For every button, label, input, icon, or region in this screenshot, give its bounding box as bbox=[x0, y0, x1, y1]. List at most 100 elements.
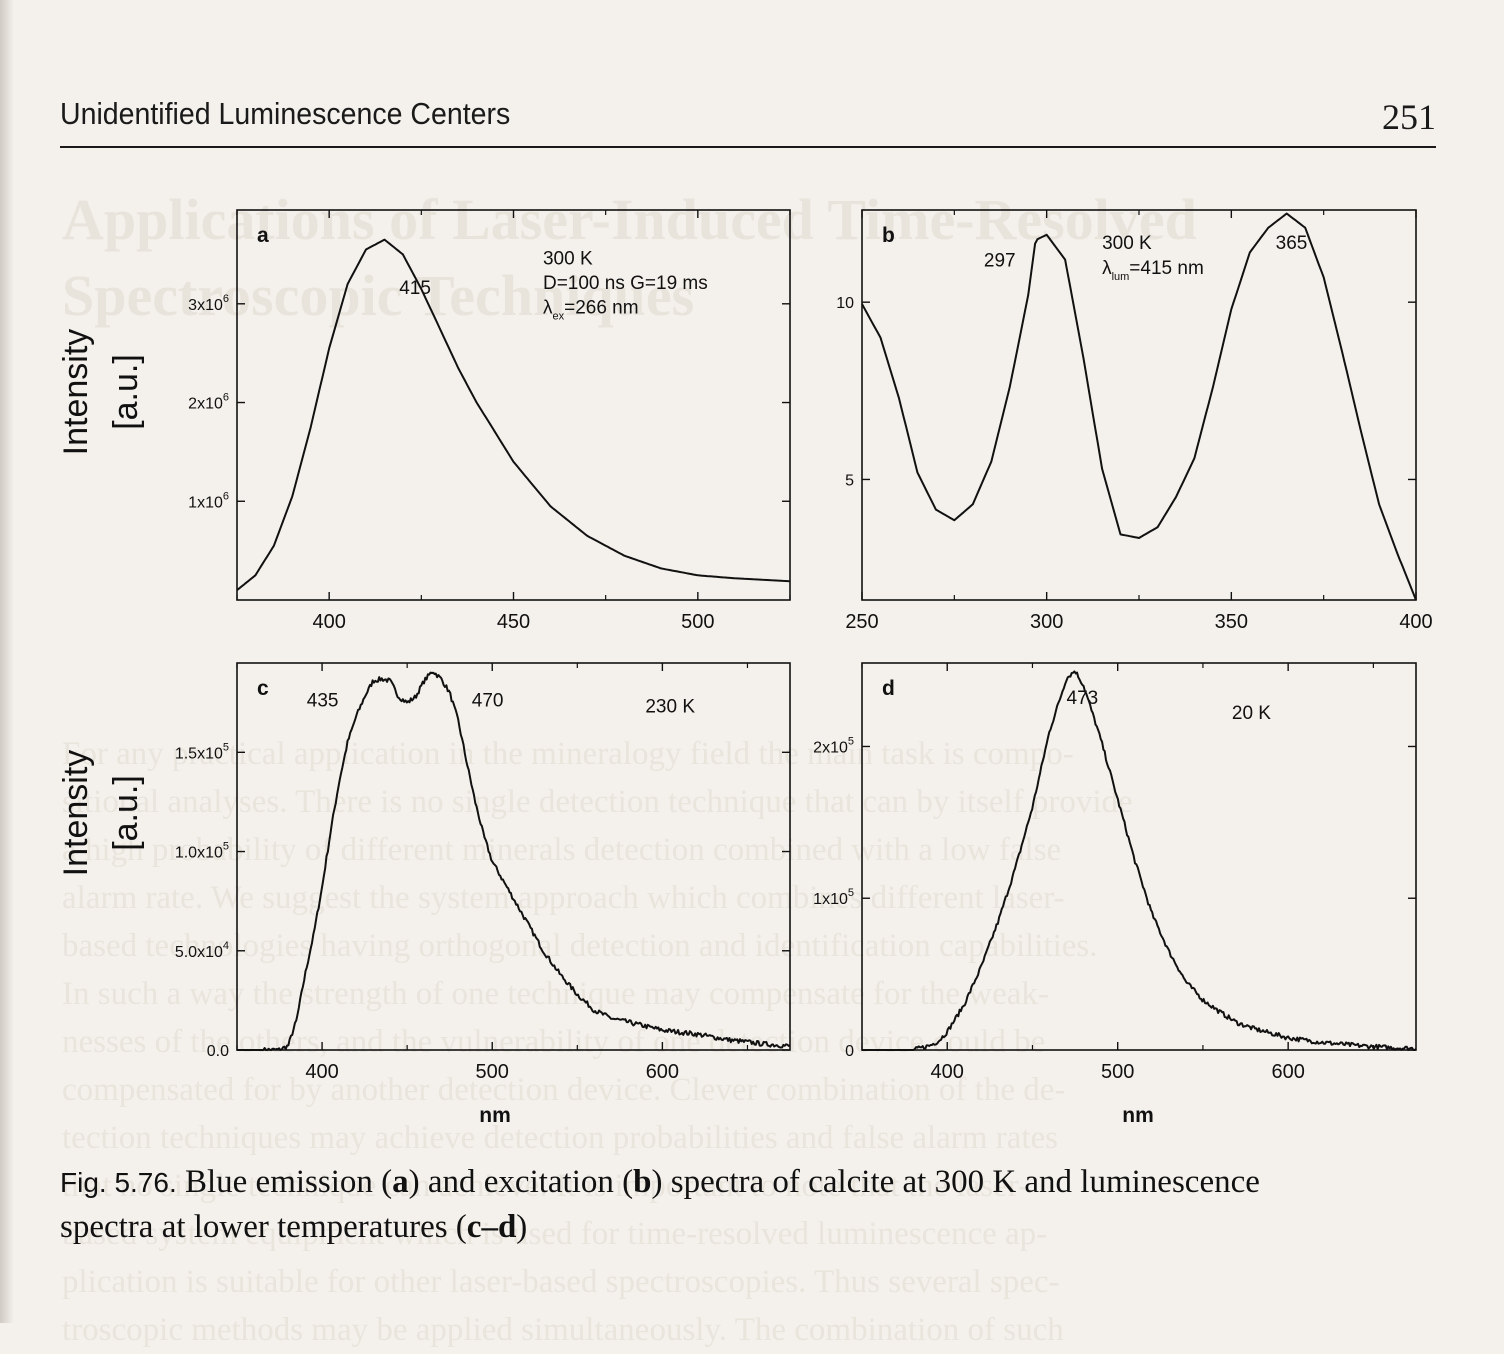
lambda-value: =415 nm bbox=[1129, 258, 1203, 279]
y-tick-label-base: 1x10 bbox=[813, 891, 848, 908]
y-tick-label-exponent: 4 bbox=[223, 940, 229, 952]
running-head-rule bbox=[60, 146, 1436, 148]
lambda-symbol: λ bbox=[543, 298, 553, 319]
y-tick-label-exponent: 5 bbox=[848, 735, 854, 747]
caption-text: ) bbox=[516, 1209, 528, 1245]
y-tick-label: 2x105 bbox=[813, 735, 854, 756]
annotation: 435 bbox=[307, 691, 339, 712]
annotation: 300 K bbox=[543, 248, 593, 269]
y-tick-label: 0.0 bbox=[207, 1043, 229, 1060]
x-tick-label: 500 bbox=[1101, 1061, 1134, 1083]
y-tick-label: 10 bbox=[836, 295, 854, 312]
excitation-wavelength-label: λex=266 nm bbox=[543, 298, 639, 323]
lambda-symbol: λ bbox=[1102, 258, 1112, 279]
row2-ylabel-line2: [a.u.] bbox=[107, 775, 145, 851]
x-tick-label: 600 bbox=[646, 1061, 679, 1083]
y-tick-label: 5.0x104 bbox=[175, 940, 229, 961]
figure-5-76: Intensity [a.u.] Intensity [a.u.] nm nm … bbox=[57, 209, 1433, 1127]
x-tick-label: 400 bbox=[312, 611, 345, 633]
spectrum-line bbox=[862, 670, 1417, 1051]
x-tick-label: 350 bbox=[1215, 611, 1248, 633]
y-tick-label-exponent: 6 bbox=[223, 392, 229, 404]
excitation-wavelength-label: λlum=415 nm bbox=[1102, 258, 1204, 283]
y-tick-label: 1x105 bbox=[813, 887, 854, 908]
y-tick-label-base: 0.0 bbox=[207, 1043, 229, 1060]
annotation: 415 bbox=[399, 278, 431, 299]
y-tick-label-exponent: 5 bbox=[848, 887, 854, 899]
panel-d-xlabel: nm bbox=[1122, 1104, 1154, 1127]
figure-caption: Fig. 5.76. Blue emission (a) and excitat… bbox=[60, 1160, 1440, 1250]
y-tick-label-base: 1.5x10 bbox=[175, 745, 223, 762]
panel-b: 250 300 350 400 5 10 b 297 365 300 K λlum=415 nm bbox=[836, 209, 1433, 633]
panel-letter: c bbox=[257, 677, 269, 700]
y-tick-label: 0 bbox=[845, 1043, 854, 1060]
y-tick-label-exponent: 5 bbox=[223, 741, 229, 753]
lambda-subscript: lum bbox=[1112, 271, 1130, 283]
panel-c-frame bbox=[236, 662, 791, 1051]
y-tick-label-exponent: 6 bbox=[223, 490, 229, 502]
annotation: 230 K bbox=[645, 697, 695, 718]
annotation: 20 K bbox=[1232, 703, 1271, 724]
y-tick-label-base: 0 bbox=[845, 1043, 854, 1060]
panel-letter: b bbox=[882, 224, 895, 247]
y-tick-label-base: 2x10 bbox=[188, 396, 223, 413]
caption-text: ) and excitation ( bbox=[408, 1164, 634, 1200]
row2-ylabel-line1: Intensity bbox=[57, 750, 95, 877]
y-tick-label-base: 5.0x10 bbox=[175, 944, 223, 961]
x-tick-label: 450 bbox=[497, 611, 530, 633]
y-tick-label: 2x106 bbox=[188, 392, 229, 413]
y-tick-label: 1.0x105 bbox=[175, 841, 229, 862]
x-tick-label: 500 bbox=[476, 1061, 509, 1083]
y-tick-label-base: 3x10 bbox=[188, 297, 223, 314]
spectrum-line bbox=[237, 671, 791, 1051]
caption-text: Blue emission ( bbox=[184, 1164, 393, 1200]
caption-panel-ref: b bbox=[633, 1164, 652, 1200]
annotation: D=100 ns G=19 ms bbox=[543, 273, 708, 294]
page-number: 251 bbox=[1382, 97, 1436, 137]
panel-letter: d bbox=[882, 677, 895, 700]
x-tick-label: 400 bbox=[1399, 611, 1432, 633]
running-head-title: Unidentified Luminescence Centers bbox=[60, 96, 511, 131]
lambda-value: =266 nm bbox=[564, 298, 638, 319]
panel-letter: a bbox=[257, 224, 269, 247]
panel-d-frame bbox=[861, 662, 1417, 1051]
y-tick-label-base: 1.0x10 bbox=[175, 845, 223, 862]
x-tick-label: 500 bbox=[681, 611, 714, 633]
panel-c-xlabel: nm bbox=[479, 1104, 511, 1127]
y-tick-label-exponent: 6 bbox=[223, 293, 229, 305]
running-head: Unidentified Luminescence Centers 251 bbox=[60, 96, 1436, 140]
row1-ylabel-line1: Intensity bbox=[57, 329, 95, 456]
y-tick-label: 5 bbox=[845, 472, 854, 489]
x-tick-label: 400 bbox=[305, 1061, 338, 1083]
caption-text: ) spectra of calcite at 300 K and lumine… bbox=[651, 1164, 1260, 1200]
y-tick-label: 1x106 bbox=[188, 490, 229, 511]
lambda-subscript: ex bbox=[552, 311, 564, 323]
caption-label: Fig. 5.76. bbox=[60, 1167, 177, 1198]
x-tick-label: 300 bbox=[1030, 611, 1063, 633]
x-tick-label: 400 bbox=[931, 1061, 964, 1083]
x-tick-label: 250 bbox=[845, 611, 878, 633]
annotation: 297 bbox=[984, 251, 1016, 272]
caption-panel-ref: c–d bbox=[466, 1209, 517, 1245]
annotation: 300 K bbox=[1102, 233, 1152, 254]
annotation: 473 bbox=[1067, 688, 1099, 709]
y-tick-label-base: 2x10 bbox=[813, 739, 848, 756]
y-tick-label: 3x106 bbox=[188, 293, 229, 314]
y-tick-label-base: 10 bbox=[836, 295, 854, 312]
y-tick-label-base: 1x10 bbox=[188, 494, 223, 511]
row1-ylabel-line2: [a.u.] bbox=[107, 354, 145, 430]
caption-text: spectra at lower temperatures ( bbox=[60, 1209, 467, 1245]
page-gutter-shadow bbox=[0, 0, 14, 1323]
panel-a-frame bbox=[236, 209, 791, 601]
y-tick-label: 1.5x105 bbox=[175, 741, 229, 762]
y-tick-label-base: 5 bbox=[845, 472, 854, 489]
x-tick-label: 600 bbox=[1271, 1061, 1304, 1083]
caption-panel-ref: a bbox=[392, 1164, 409, 1200]
y-tick-label-exponent: 5 bbox=[223, 841, 229, 853]
annotation: 365 bbox=[1276, 233, 1308, 254]
annotation: 470 bbox=[472, 691, 504, 712]
spectrum-line bbox=[861, 212, 1417, 601]
